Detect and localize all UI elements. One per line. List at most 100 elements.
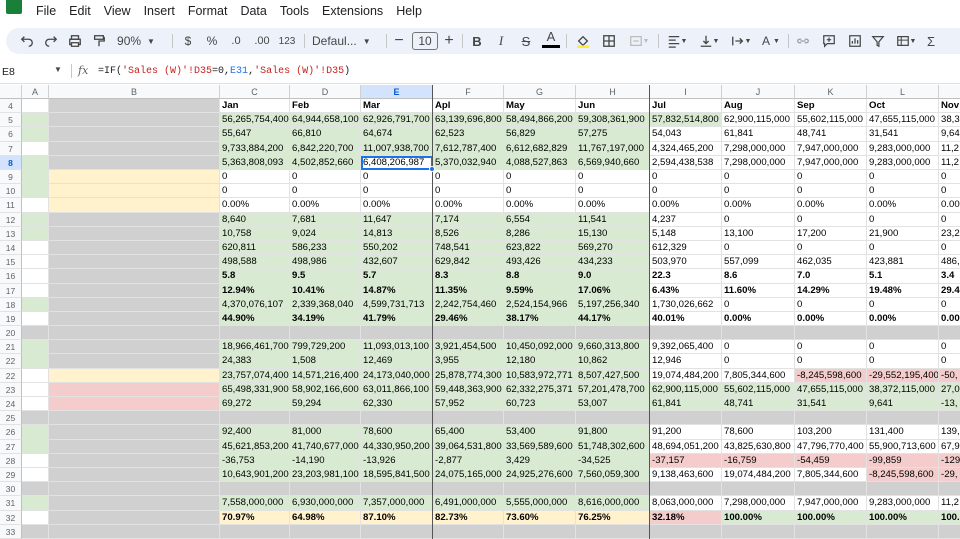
cell[interactable]: 629,842 bbox=[433, 255, 504, 270]
cell[interactable]: -13,926 bbox=[361, 453, 433, 469]
print-icon[interactable] bbox=[66, 28, 84, 54]
row-label[interactable] bbox=[49, 184, 220, 199]
row-header[interactable]: 8 bbox=[0, 155, 22, 170]
row-label[interactable] bbox=[49, 439, 220, 454]
cell[interactable]: 557,099 bbox=[722, 255, 795, 270]
cell[interactable]: 10,862 bbox=[576, 354, 650, 369]
cell[interactable]: 11,2 bbox=[939, 496, 960, 511]
cell[interactable]: 0 bbox=[722, 169, 795, 185]
cell[interactable] bbox=[795, 524, 867, 539]
cell[interactable]: 4,324,465,200 bbox=[650, 141, 722, 156]
cell[interactable]: 7,612,787,400 bbox=[433, 141, 504, 156]
cell[interactable]: 569,270 bbox=[576, 240, 650, 256]
cell[interactable]: 550,202 bbox=[361, 240, 433, 256]
cell[interactable]: 100.00% bbox=[795, 510, 867, 525]
cell[interactable]: 2,594,438,538 bbox=[650, 155, 722, 170]
cell[interactable]: 6.43% bbox=[650, 283, 722, 298]
column-header-l[interactable]: L bbox=[867, 85, 939, 99]
cell[interactable]: 0.00% bbox=[722, 311, 795, 327]
cell[interactable]: 14,813 bbox=[361, 226, 433, 241]
cell[interactable]: 0 bbox=[576, 169, 650, 185]
chevron-down-icon[interactable]: ▼ bbox=[54, 65, 62, 74]
cell[interactable]: 623,822 bbox=[504, 240, 576, 256]
cell[interactable]: 0 bbox=[867, 297, 939, 312]
row-header[interactable]: 15 bbox=[0, 255, 22, 270]
cell[interactable]: 0 bbox=[939, 240, 960, 256]
cell-a[interactable] bbox=[22, 510, 49, 525]
row-label[interactable] bbox=[49, 198, 220, 213]
cell[interactable] bbox=[650, 326, 722, 341]
cell[interactable] bbox=[650, 482, 722, 497]
cell[interactable]: 0.00% bbox=[795, 311, 867, 327]
cell[interactable]: 498,986 bbox=[290, 255, 361, 270]
cell[interactable]: 5,370,032,940 bbox=[433, 155, 504, 170]
cell[interactable]: 0 bbox=[939, 212, 960, 227]
zoom-select[interactable]: 90% ▼ bbox=[112, 28, 160, 54]
row-label[interactable] bbox=[49, 510, 220, 525]
column-header-c[interactable]: C bbox=[220, 85, 290, 99]
cell[interactable]: 14,571,216,400 bbox=[290, 368, 361, 383]
cell[interactable]: 7,298,000,000 bbox=[722, 496, 795, 511]
row-label[interactable] bbox=[49, 269, 220, 284]
text-rotation-icon[interactable]: A ▼ bbox=[762, 34, 780, 48]
cell[interactable]: 6,491,000,000 bbox=[433, 496, 504, 511]
cell[interactable] bbox=[795, 326, 867, 341]
cell-a[interactable] bbox=[22, 340, 49, 355]
cell[interactable]: 2,339,368,040 bbox=[290, 297, 361, 312]
cell[interactable]: 59,294 bbox=[290, 397, 361, 412]
cell[interactable]: 55,602,115,000 bbox=[795, 113, 867, 128]
merge-cells-icon[interactable]: ▼ bbox=[626, 28, 652, 54]
cell-a[interactable] bbox=[22, 297, 49, 312]
cell[interactable]: 48,741 bbox=[722, 397, 795, 412]
cell[interactable]: 0 bbox=[795, 184, 867, 199]
cell[interactable]: 11,2 bbox=[939, 155, 960, 170]
cell[interactable]: 15,130 bbox=[576, 226, 650, 241]
cell[interactable]: 57,201,478,700 bbox=[576, 382, 650, 398]
cell[interactable]: Mar bbox=[361, 99, 433, 114]
cell[interactable]: 9,64 bbox=[939, 127, 960, 142]
cell[interactable]: -129 bbox=[939, 453, 960, 469]
cell[interactable]: 81,000 bbox=[290, 425, 361, 440]
cell[interactable] bbox=[867, 524, 939, 539]
row-header[interactable]: 30 bbox=[0, 482, 22, 497]
row-header[interactable]: 21 bbox=[0, 340, 22, 355]
row-header[interactable]: 24 bbox=[0, 397, 22, 412]
increase-decimal-button[interactable]: .00 bbox=[254, 35, 270, 47]
cell-a[interactable] bbox=[22, 198, 49, 213]
cell[interactable] bbox=[867, 326, 939, 341]
row-header[interactable]: 6 bbox=[0, 127, 22, 142]
cell[interactable]: 486, bbox=[939, 255, 960, 270]
cell[interactable]: 61,841 bbox=[722, 127, 795, 142]
cell[interactable]: 0.00% bbox=[650, 198, 722, 213]
cell[interactable]: 55,602,115,000 bbox=[722, 382, 795, 398]
cell[interactable]: 64,944,658,100 bbox=[290, 113, 361, 128]
row-header[interactable]: 31 bbox=[0, 496, 22, 511]
cell[interactable]: 0.00 bbox=[939, 311, 960, 327]
column-header-a[interactable]: A bbox=[22, 85, 49, 99]
menu-edit[interactable]: Edit bbox=[69, 4, 91, 18]
cell[interactable]: 0 bbox=[939, 340, 960, 355]
cell[interactable]: 0 bbox=[722, 297, 795, 312]
cell[interactable]: 100.00% bbox=[867, 510, 939, 525]
cell[interactable] bbox=[504, 411, 576, 426]
cell[interactable]: 62,330 bbox=[361, 397, 433, 412]
cell[interactable]: 11,007,938,700 bbox=[361, 141, 433, 156]
cell[interactable]: 493,426 bbox=[504, 255, 576, 270]
cell[interactable]: 7,947,000,000 bbox=[795, 496, 867, 511]
row-header[interactable]: 23 bbox=[0, 382, 22, 398]
cell-a[interactable] bbox=[22, 169, 49, 185]
menu-view[interactable]: View bbox=[103, 4, 131, 18]
row-header[interactable]: 18 bbox=[0, 297, 22, 312]
name-box[interactable]: E8 bbox=[2, 66, 15, 78]
cell[interactable]: 24,173,040,000 bbox=[361, 368, 433, 383]
cell-a[interactable] bbox=[22, 496, 49, 511]
cell[interactable]: 25,878,774,300 bbox=[433, 368, 504, 383]
cell[interactable] bbox=[576, 326, 650, 341]
cell[interactable]: 0.00% bbox=[433, 198, 504, 213]
insert-link-icon[interactable] bbox=[794, 28, 812, 54]
cell[interactable]: Jan bbox=[220, 99, 290, 114]
cell[interactable]: 0 bbox=[867, 184, 939, 199]
cell[interactable]: 0 bbox=[722, 354, 795, 369]
row-label[interactable] bbox=[49, 496, 220, 511]
cell-a[interactable] bbox=[22, 155, 49, 170]
